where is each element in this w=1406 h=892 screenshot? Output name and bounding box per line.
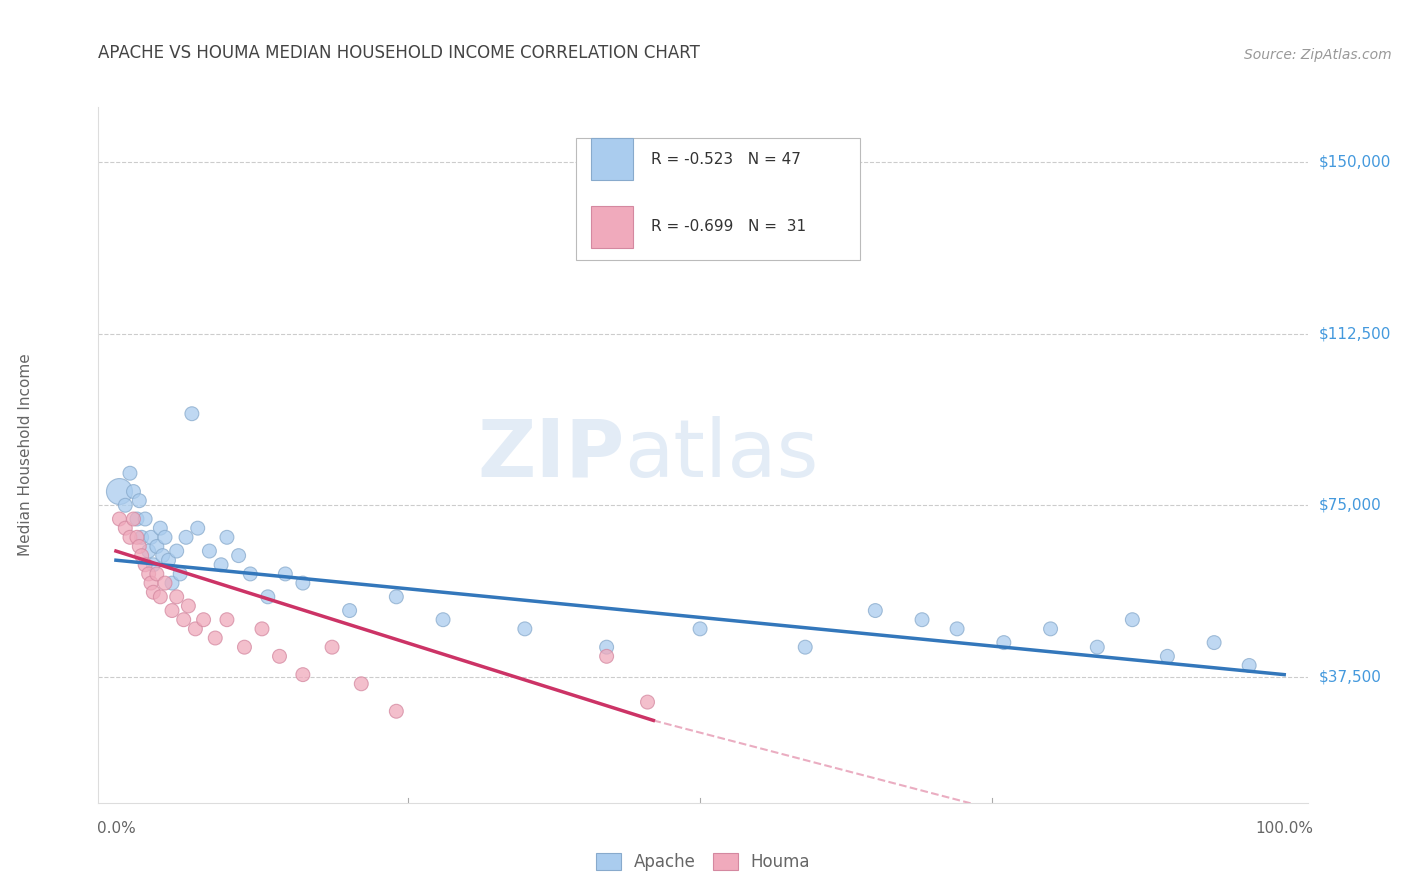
Point: [146, 566, 169, 581]
Point: [187, 521, 209, 535]
Point: [122, 484, 145, 499]
Point: [637, 695, 659, 709]
Point: [125, 530, 148, 544]
Point: [128, 540, 150, 554]
Point: [385, 590, 408, 604]
Point: [1039, 622, 1062, 636]
Text: Source: ZipAtlas.com: Source: ZipAtlas.com: [1244, 48, 1392, 62]
Text: $37,500: $37,500: [1319, 669, 1382, 684]
FancyBboxPatch shape: [576, 138, 860, 260]
Point: [256, 590, 278, 604]
Point: [134, 558, 156, 572]
Point: [149, 521, 172, 535]
Text: 100.0%: 100.0%: [1256, 822, 1313, 836]
Point: [177, 599, 200, 613]
Point: [142, 585, 165, 599]
Point: [239, 566, 262, 581]
Point: [139, 530, 162, 544]
Point: [1156, 649, 1178, 664]
Point: [139, 576, 162, 591]
Point: [142, 558, 165, 572]
Point: [149, 590, 172, 604]
Point: [911, 613, 934, 627]
Point: [118, 467, 141, 481]
Point: [160, 603, 183, 617]
Point: [108, 512, 131, 526]
Point: [198, 544, 221, 558]
Legend: Apache, Houma: Apache, Houma: [589, 847, 817, 878]
Point: [350, 677, 373, 691]
Point: [138, 544, 160, 558]
Point: [689, 622, 711, 636]
Point: [291, 576, 314, 591]
Point: [180, 407, 202, 421]
Point: [184, 622, 207, 636]
Point: [794, 640, 817, 655]
Point: [138, 566, 160, 581]
Point: [204, 631, 226, 645]
Point: [432, 613, 454, 627]
Point: [166, 544, 188, 558]
Point: [1085, 640, 1108, 655]
Point: [228, 549, 250, 563]
Point: [153, 576, 176, 591]
Text: $75,000: $75,000: [1319, 498, 1382, 513]
Point: [215, 530, 238, 544]
Text: $112,500: $112,500: [1319, 326, 1391, 341]
Point: [153, 530, 176, 544]
Point: [993, 635, 1015, 649]
Point: [1121, 613, 1143, 627]
Point: [339, 603, 361, 617]
Point: [174, 530, 197, 544]
Point: [595, 640, 617, 655]
Text: APACHE VS HOUMA MEDIAN HOUSEHOLD INCOME CORRELATION CHART: APACHE VS HOUMA MEDIAN HOUSEHOLD INCOME …: [98, 45, 700, 62]
Point: [114, 498, 136, 512]
Point: [146, 540, 169, 554]
Point: [125, 512, 148, 526]
Text: R = -0.699   N =  31: R = -0.699 N = 31: [651, 219, 806, 235]
Point: [1204, 635, 1226, 649]
Point: [291, 667, 314, 681]
Point: [209, 558, 232, 572]
Text: Median Household Income: Median Household Income: [18, 353, 34, 557]
Point: [193, 613, 215, 627]
Point: [385, 704, 408, 718]
Text: R = -0.523   N = 47: R = -0.523 N = 47: [651, 152, 801, 167]
Point: [131, 549, 153, 563]
Point: [166, 590, 188, 604]
Point: [108, 484, 131, 499]
Point: [321, 640, 343, 655]
Point: [274, 566, 297, 581]
FancyBboxPatch shape: [591, 206, 633, 248]
Point: [946, 622, 969, 636]
Point: [595, 649, 617, 664]
Point: [173, 613, 195, 627]
Point: [513, 622, 536, 636]
Text: atlas: atlas: [624, 416, 818, 494]
Point: [131, 530, 153, 544]
Point: [269, 649, 291, 664]
Point: [118, 530, 141, 544]
Text: ZIP: ZIP: [477, 416, 624, 494]
FancyBboxPatch shape: [591, 138, 633, 180]
Text: 0.0%: 0.0%: [97, 822, 135, 836]
Point: [169, 566, 191, 581]
Point: [160, 576, 183, 591]
Point: [114, 521, 136, 535]
Point: [1237, 658, 1260, 673]
Point: [250, 622, 273, 636]
Point: [122, 512, 145, 526]
Text: $150,000: $150,000: [1319, 154, 1391, 169]
Point: [134, 512, 156, 526]
Point: [865, 603, 887, 617]
Point: [152, 549, 174, 563]
Point: [215, 613, 238, 627]
Point: [233, 640, 256, 655]
Point: [128, 493, 150, 508]
Point: [157, 553, 180, 567]
